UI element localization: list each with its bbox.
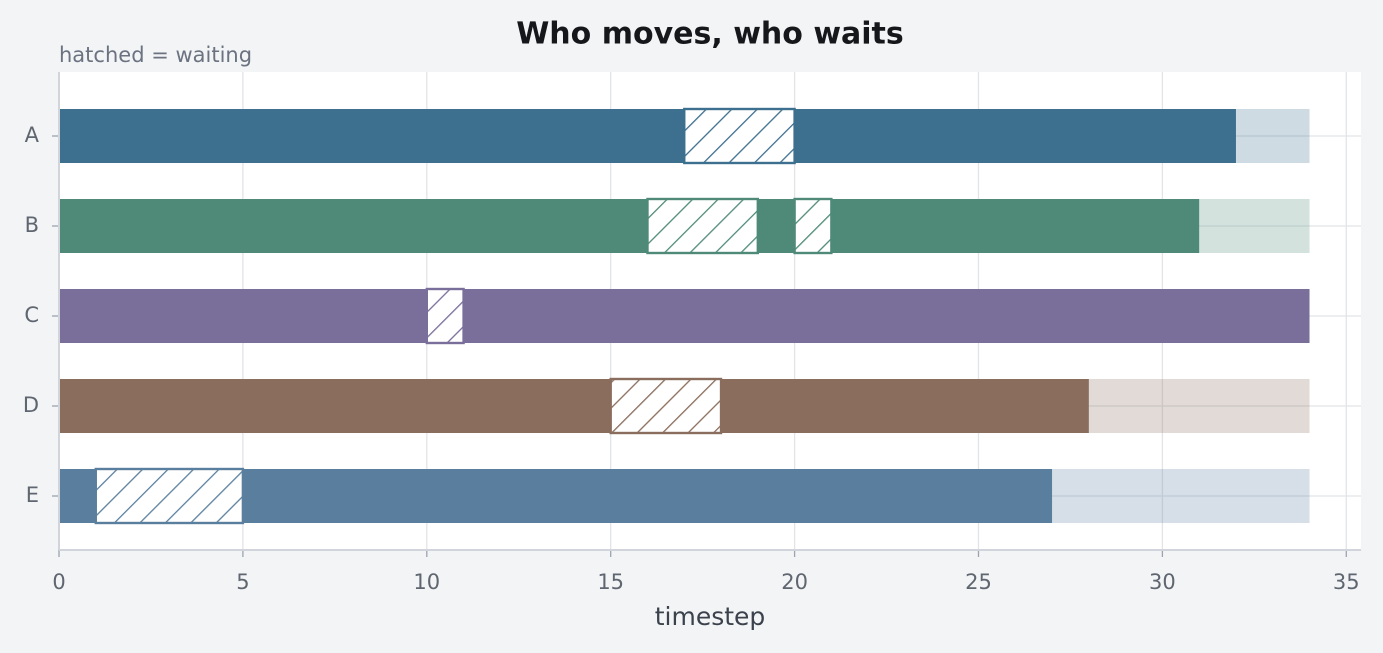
wait-segment	[609, 377, 723, 435]
x-tick-label: 10	[413, 570, 440, 594]
x-tick-label: 30	[1149, 570, 1176, 594]
y-tick-label: B	[25, 213, 39, 237]
wait-segment	[94, 467, 245, 525]
y-tick-label: C	[24, 303, 39, 327]
wait-segment	[425, 287, 465, 345]
x-tick-label: 20	[781, 570, 808, 594]
wait-segment	[793, 197, 833, 255]
active-bar	[59, 289, 1310, 343]
chart-title: Who moves, who waits	[516, 17, 904, 52]
active-bar	[59, 199, 1200, 253]
chart-subtitle: hatched = waiting	[59, 43, 252, 67]
x-axis-label: timestep	[655, 602, 766, 631]
x-tick-label: 5	[236, 570, 249, 594]
y-tick-label: D	[23, 393, 39, 417]
x-tick-label: 0	[52, 570, 65, 594]
active-bar	[59, 109, 1236, 163]
x-tick-label: 25	[965, 570, 992, 594]
wait-segment	[683, 107, 796, 165]
y-tick-label: A	[25, 123, 40, 147]
x-tick-label: 35	[1333, 570, 1360, 594]
active-bar	[59, 379, 1089, 433]
x-tick-label: 15	[597, 570, 624, 594]
wait-segment	[646, 197, 760, 255]
y-tick-label: E	[26, 483, 39, 507]
